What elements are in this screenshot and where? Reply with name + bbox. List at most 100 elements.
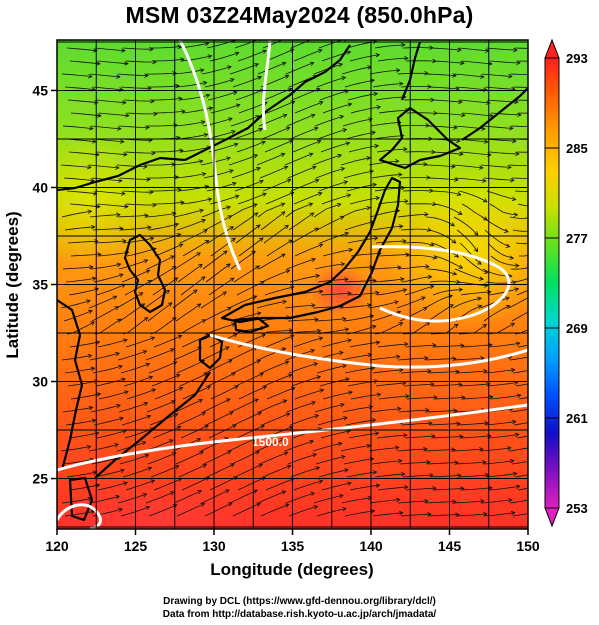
streamline	[61, 210, 92, 218]
streamline-arrowhead	[255, 450, 260, 455]
streamline	[397, 72, 429, 75]
streamline-arrowhead	[116, 318, 122, 323]
streamline-arrowhead	[180, 57, 185, 62]
streamline	[121, 415, 151, 426]
streamline	[518, 397, 528, 400]
streamline	[234, 40, 259, 49]
streamline-arrowhead	[539, 510, 543, 514]
streamline-arrowhead	[94, 100, 99, 105]
streamline	[509, 73, 528, 75]
streamline-arrowhead	[314, 414, 320, 419]
streamline-arrowhead	[425, 407, 430, 413]
streamline-arrowhead	[119, 416, 124, 421]
streamline-arrowhead	[149, 47, 154, 52]
streamline	[378, 109, 409, 114]
streamline-arrowhead	[169, 348, 175, 353]
streamline-arrowhead	[201, 218, 206, 224]
streamline-arrowhead	[339, 114, 345, 120]
streamline-arrowhead	[204, 41, 210, 47]
streamline-arrowhead	[395, 497, 401, 503]
streamline	[97, 339, 128, 348]
streamline-arrowhead	[342, 363, 347, 369]
streamline-arrowhead	[252, 295, 258, 300]
streamline	[117, 214, 148, 218]
streamline	[69, 341, 100, 348]
streamline	[459, 242, 482, 265]
streamline	[314, 115, 344, 127]
streamline-arrowhead	[342, 128, 348, 133]
streamline-arrowhead	[399, 81, 404, 86]
streamline-arrowhead	[345, 377, 350, 382]
streamline	[172, 160, 203, 166]
streamline-arrowhead	[230, 130, 236, 135]
streamline-arrowhead	[280, 152, 286, 157]
y-axis-label: Latitude (degrees)	[3, 211, 22, 358]
streamline	[517, 487, 528, 491]
streamline-arrowhead	[121, 48, 126, 53]
colorbar-upper-extend	[544, 38, 560, 59]
streamline	[488, 433, 519, 439]
streamline	[348, 145, 379, 153]
streamline	[284, 440, 314, 452]
streamline-arrowhead	[88, 405, 94, 411]
streamline	[67, 99, 98, 104]
streamline	[461, 60, 492, 65]
streamline-arrowhead	[405, 394, 410, 399]
streamline	[370, 266, 401, 270]
streamline	[262, 465, 291, 478]
streamline	[456, 370, 487, 374]
streamline-arrowhead	[200, 276, 206, 281]
streamline-arrowhead	[114, 443, 119, 448]
streamline-arrowhead	[143, 316, 149, 322]
streamline	[68, 151, 99, 156]
streamline	[508, 297, 528, 309]
streamline-arrowhead	[459, 151, 464, 157]
streamline-arrowhead	[318, 479, 324, 484]
streamline	[179, 373, 208, 387]
credit-drawing: Drawing by DCL (https://www.gfd-dennou.o…	[163, 596, 436, 607]
streamline-arrowhead	[540, 281, 544, 285]
streamline	[490, 112, 521, 116]
colorbar-tick-label: 293	[566, 51, 588, 66]
streamline	[96, 284, 126, 296]
streamline	[398, 266, 429, 270]
streamline-arrowhead	[124, 390, 129, 395]
streamline-arrowhead	[451, 164, 456, 169]
streamline	[350, 393, 381, 400]
streamline	[204, 78, 235, 88]
streamline-arrowhead	[199, 208, 205, 214]
streamline	[176, 82, 207, 88]
streamline-arrowhead	[283, 165, 289, 170]
streamline-arrowhead	[473, 231, 479, 236]
streamline-arrowhead	[505, 243, 511, 248]
streamline	[260, 211, 286, 231]
streamline	[375, 382, 406, 387]
streamline-arrowhead	[312, 453, 318, 458]
streamline-arrowhead	[116, 262, 122, 268]
streamline	[180, 425, 209, 439]
streamline	[230, 250, 256, 270]
streamline	[89, 214, 120, 218]
streamline-arrowhead	[116, 403, 122, 409]
streamline-arrowhead	[308, 152, 314, 157]
contour-south	[57, 403, 528, 472]
streamline-arrowhead	[460, 60, 465, 66]
streamline-arrowhead	[336, 202, 342, 208]
streamline-arrowhead	[535, 445, 539, 449]
streamline	[228, 437, 257, 452]
streamline-arrowhead	[424, 211, 429, 217]
streamline-arrowhead	[420, 296, 426, 301]
temperature-field	[57, 40, 544, 529]
streamline-arrowhead	[261, 140, 266, 145]
streamline	[145, 72, 177, 75]
streamline	[119, 303, 145, 322]
streamline	[426, 125, 457, 129]
streamline	[125, 60, 156, 63]
x-tick-label: 130	[202, 538, 226, 554]
streamline-arrowhead	[370, 366, 376, 371]
streamline-arrowhead	[229, 78, 235, 83]
streamline-arrowhead	[515, 341, 521, 347]
streamline-arrowhead	[196, 438, 202, 443]
streamline-arrowhead	[347, 338, 352, 343]
streamline-arrowhead	[510, 177, 515, 183]
